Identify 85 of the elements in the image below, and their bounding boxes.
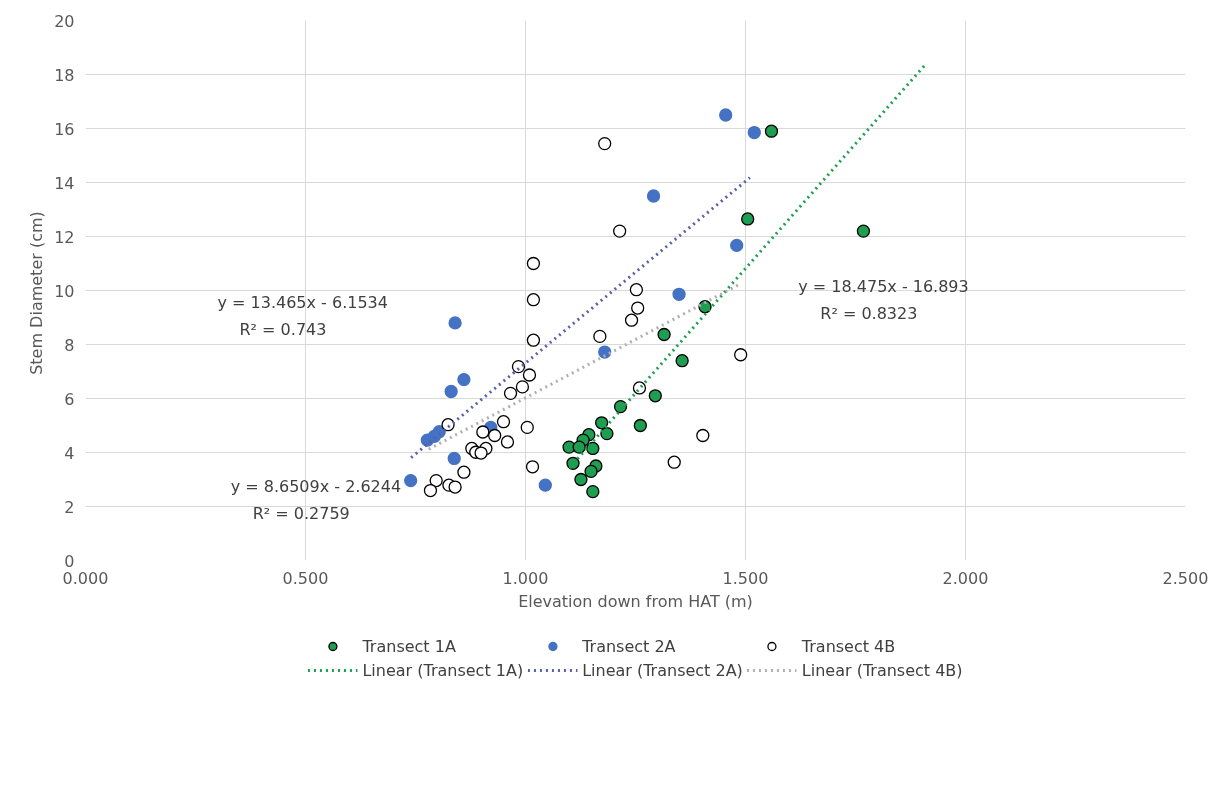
- point: [566, 456, 580, 470]
- point: [648, 389, 662, 403]
- point: [404, 473, 418, 488]
- point: [488, 428, 502, 443]
- point: [633, 418, 647, 433]
- point: [734, 348, 748, 362]
- point: [624, 313, 639, 327]
- x-tick-label: 1.000: [502, 568, 549, 588]
- legend-label: Linear (Transect 1A): [362, 660, 524, 680]
- point: [598, 136, 612, 151]
- y-axis-title: Stem Diameter (cm): [27, 211, 47, 375]
- point: [503, 386, 518, 401]
- x-axis-title: Elevation down from HAT (m): [518, 591, 753, 611]
- point: [646, 189, 661, 203]
- y-tick-label: 2: [64, 497, 75, 517]
- point: [632, 381, 647, 395]
- y-tick-label: 8: [64, 335, 75, 355]
- point: [574, 472, 588, 487]
- point: [526, 333, 541, 347]
- point: [719, 108, 733, 122]
- x-tick-label: 2.000: [942, 568, 989, 588]
- point: [444, 384, 458, 399]
- point: [667, 455, 681, 469]
- point: [522, 368, 537, 382]
- x-tick-label: 0.500: [282, 568, 329, 588]
- point: [672, 287, 686, 301]
- point: [696, 428, 710, 443]
- annotation: y = 13.465x - 6.1534 R² = 0.743: [217, 293, 388, 340]
- legend-label: Transect 1A: [362, 636, 456, 656]
- point: [613, 224, 627, 238]
- y-tick-label: 12: [54, 227, 75, 247]
- point: [657, 327, 671, 342]
- point: [496, 415, 511, 429]
- point: [572, 440, 586, 454]
- point: [447, 451, 461, 466]
- point: [584, 464, 598, 479]
- point: [511, 360, 526, 374]
- point: [526, 256, 541, 271]
- point: [594, 416, 609, 430]
- legend-label: Linear (Transect 2A): [582, 660, 743, 680]
- y-tick-label: 18: [54, 65, 75, 85]
- point: [741, 212, 755, 226]
- point: [586, 485, 600, 499]
- point: [429, 473, 443, 488]
- x-tick-label: 2.500: [1162, 568, 1209, 588]
- y-tick-label: 4: [64, 443, 75, 463]
- point: [448, 316, 462, 330]
- point: [448, 480, 462, 494]
- point: [629, 283, 644, 297]
- point: [730, 238, 744, 253]
- legend-label: Transect 2A: [582, 636, 676, 656]
- y-tick-label: 0: [64, 551, 75, 571]
- annotation: y = 8.6509x - 2.6244 R² = 0.2759: [230, 476, 402, 523]
- legend-label: Linear (Transect 4B): [801, 660, 963, 680]
- annotation: y = 18.475x - 16.893 R² = 0.8323: [798, 276, 969, 323]
- point: [474, 446, 488, 460]
- point: [675, 354, 689, 368]
- point: [764, 124, 779, 138]
- point: [476, 425, 490, 439]
- y-tick-label: 6: [64, 389, 75, 409]
- point: [586, 441, 600, 456]
- y-tick-label: 14: [54, 173, 75, 193]
- point: [457, 465, 471, 479]
- point: [423, 483, 438, 498]
- point: [500, 435, 515, 449]
- point: [526, 293, 541, 307]
- point: [525, 460, 540, 474]
- point: [420, 433, 435, 447]
- point: [856, 224, 871, 238]
- point: [631, 301, 645, 315]
- point: [520, 420, 534, 435]
- y-tick-label: 10: [54, 281, 75, 301]
- point: [613, 399, 628, 414]
- point: [538, 478, 552, 492]
- legend-label: Transect 4B: [801, 636, 896, 656]
- point: [593, 329, 607, 344]
- y-tick-label: 16: [54, 119, 75, 139]
- point: [515, 380, 530, 394]
- point: [457, 372, 471, 387]
- point: [441, 418, 455, 432]
- point: [747, 125, 761, 140]
- x-tick-label: 1.500: [722, 568, 769, 588]
- x-tick-label: 0.000: [62, 568, 109, 588]
- point: [600, 426, 614, 441]
- y-tick-label: 20: [54, 11, 75, 31]
